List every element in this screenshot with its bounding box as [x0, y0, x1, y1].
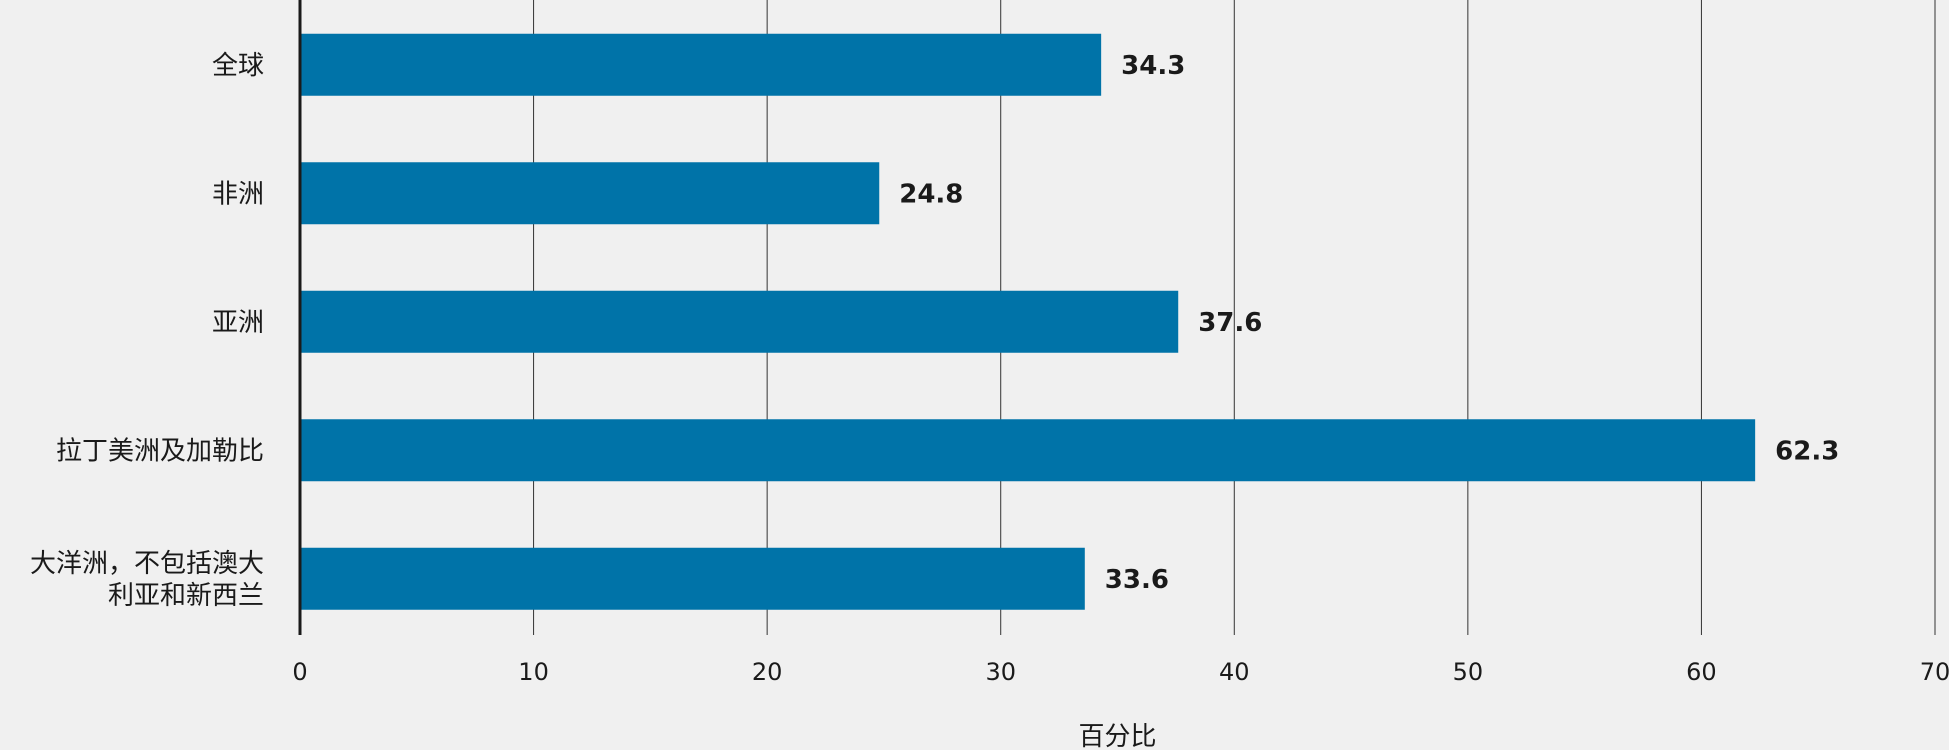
x-tick-label: 0	[292, 658, 307, 686]
bar	[300, 290, 1179, 353]
bar	[300, 547, 1085, 610]
bar	[300, 162, 880, 225]
bar	[300, 33, 1102, 96]
category-label: 亚洲	[212, 308, 264, 338]
value-label: 24.8	[899, 179, 963, 209]
category-label: 全球	[212, 51, 264, 81]
x-tick-label: 20	[752, 658, 783, 686]
bar	[300, 419, 1756, 482]
bars	[300, 33, 1756, 610]
value-label: 62.3	[1775, 436, 1839, 466]
value-labels: 34.3 24.8 37.6 62.3 33.6	[899, 51, 1839, 595]
category-label: 拉丁美洲及加勒比	[56, 436, 264, 466]
x-tick-label: 50	[1453, 658, 1484, 686]
value-label: 33.6	[1105, 565, 1169, 595]
x-tick-labels: 0 10 20 30 40 50 60 70	[292, 658, 1949, 686]
x-tick-label: 30	[985, 658, 1016, 686]
value-label: 37.6	[1198, 308, 1262, 338]
category-label: 非洲	[212, 179, 264, 209]
category-label: 大洋洲，不包括澳大利亚和新西兰	[30, 549, 264, 611]
x-tick-label: 60	[1686, 658, 1717, 686]
x-tick-label: 10	[518, 658, 549, 686]
x-tick-label: 70	[1920, 658, 1949, 686]
value-label: 34.3	[1121, 51, 1185, 81]
x-axis-title: 百分比	[1078, 722, 1156, 750]
x-tick-label: 40	[1219, 658, 1250, 686]
